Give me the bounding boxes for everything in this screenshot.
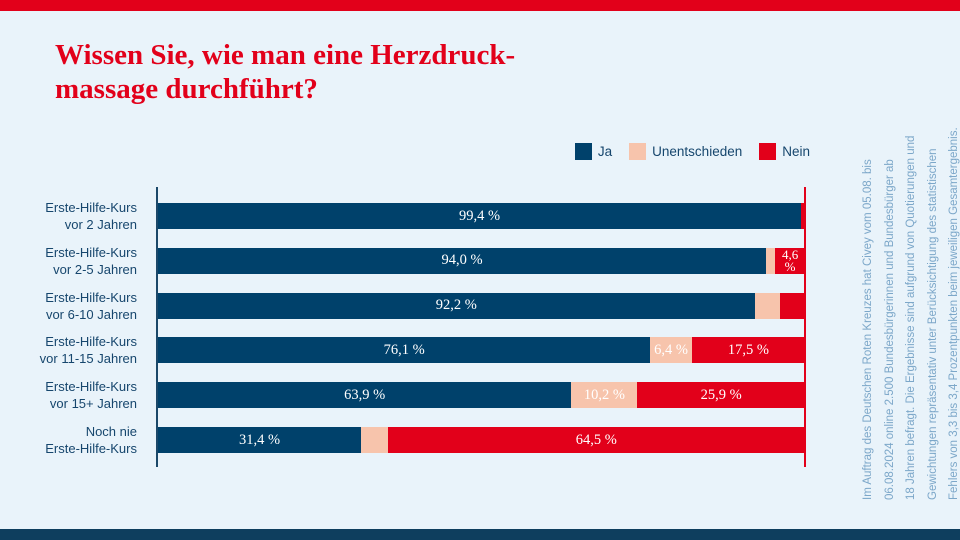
bar-row: 92,2 % <box>158 292 805 319</box>
stacked-bar-chart: 99,4 % 94,0 % 4,6 % 92,2 % 76,1 % 6,4 % 17,5 %… <box>156 187 806 467</box>
value-label: 17,5 % <box>727 341 769 358</box>
left-axis-line <box>156 187 158 467</box>
category-labels: Erste-Hilfe-Kurs vor 2 Jahren Erste-Hilfe… <box>0 0 147 540</box>
legend: Ja Unentschieden Nein <box>574 141 810 161</box>
value-label: 4,6 % <box>781 246 799 274</box>
legend-label: Unentschieden <box>652 143 743 159</box>
value-label: 6,4 % <box>654 341 688 358</box>
legend-swatch <box>574 142 592 160</box>
legend-swatch <box>759 142 777 160</box>
right-axis-line <box>804 187 806 467</box>
top-brand-stripe <box>0 0 960 11</box>
bottom-brand-stripe <box>0 529 960 540</box>
value-label: 25,9 % <box>700 386 742 403</box>
methodology-footnote: Im Auftrag des Deutschen Roten Kreuzes h… <box>862 127 960 500</box>
value-label: 99,4 % <box>459 207 501 224</box>
bar-segment-ja: 92,2 % <box>158 292 755 319</box>
category-label: Erste-Hilfe-Kurs vor 15+ Jahren <box>45 379 137 412</box>
bar-segment-nein: 17,5 % <box>691 337 805 364</box>
bar-segment-ja: 99,4 % <box>158 203 802 229</box>
category-label: Erste-Hilfe-Kurs vor 11-15 Jahren <box>39 334 137 367</box>
bar-segment-nein: 25,9 % <box>637 382 805 409</box>
category-label: Noch nie Erste-Hilfe-Kurs <box>45 424 137 456</box>
value-label: 76,1 % <box>383 341 425 358</box>
value-label: 63,9 % <box>344 386 386 403</box>
bar-row: 31,4 % 64,5 % <box>158 427 805 453</box>
bar-segment-nein: 64,5 % <box>387 427 805 453</box>
bar-segment-nein <box>801 203 805 229</box>
category-label: Erste-Hilfe-Kurs vor 6-10 Jahren <box>45 289 137 322</box>
bar-segment-unentschieden <box>754 292 781 319</box>
value-label: 92,2 % <box>435 297 477 314</box>
page-title: Wissen Sie, wie man eine Herzdruck- mass… <box>55 39 516 105</box>
legend-swatch <box>629 142 647 160</box>
bar-segment-ja: 76,1 % <box>158 337 651 364</box>
bar-segment-unentschieden <box>361 427 388 453</box>
bar-segment-unentschieden: 10,2 % <box>571 382 638 409</box>
legend-item-nein: Nein <box>759 142 810 160</box>
bar-segment-unentschieden: 6,4 % <box>650 337 692 364</box>
bar-segment-ja: 31,4 % <box>158 427 362 453</box>
bar-row: 63,9 % 10,2 % 25,9 % <box>158 382 805 409</box>
bar-row: 76,1 % 6,4 % 17,5 % <box>158 337 805 364</box>
category-label: Erste-Hilfe-Kurs vor 2 Jahren <box>45 200 137 232</box>
category-label: Erste-Hilfe-Kurs vor 2-5 Jahren <box>45 244 137 277</box>
legend-item-ja: Ja <box>574 142 613 160</box>
legend-label: Ja <box>597 143 613 159</box>
bar-segment-unentschieden <box>766 247 776 274</box>
bar-row: 99,4 % <box>158 203 805 229</box>
bar-segment-ja: 63,9 % <box>158 382 572 409</box>
bar-segment-nein: 4,6 % <box>775 246 805 274</box>
value-label: 64,5 % <box>575 431 617 448</box>
value-label: 10,2 % <box>583 386 625 403</box>
value-label: 94,0 % <box>441 252 483 269</box>
legend-label: Nein <box>782 143 810 159</box>
legend-item-unentschieden: Unentschieden <box>629 142 743 160</box>
bar-segment-ja: 94,0 % <box>158 247 767 274</box>
bar-row: 94,0 % 4,6 % <box>158 246 805 274</box>
bar-segment-nein <box>780 292 805 319</box>
value-label: 31,4 % <box>239 431 281 448</box>
